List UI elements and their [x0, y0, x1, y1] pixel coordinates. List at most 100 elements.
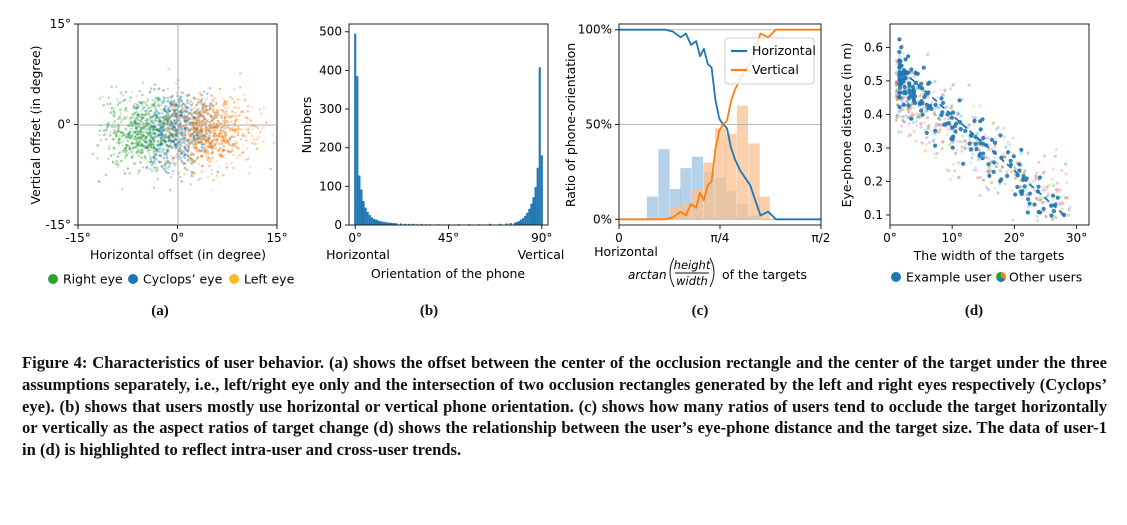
scatter-point-left-eye: [189, 103, 193, 107]
scatter-point-cyclops-eye: [187, 106, 190, 110]
scatter-point-left-eye: [197, 118, 201, 121]
scatter-point-left-eye: [209, 145, 213, 148]
scatter-point-other-users: [972, 122, 976, 126]
scatter-point-cyclops-eye: [197, 101, 200, 105]
scatter-point-left-eye: [220, 132, 223, 136]
scatter-point-right-eye: [136, 115, 139, 119]
scatter-point-other-users: [901, 119, 905, 123]
scatter-point-left-eye: [265, 121, 268, 124]
scatter-point-cyclops-eye: [166, 167, 170, 170]
scatter-point-cyclops-eye: [183, 104, 187, 107]
scatter-point-other-users: [906, 100, 910, 104]
scatter-point-right-eye: [159, 103, 162, 107]
scatter-point-right-eye: [116, 165, 120, 168]
scatter-point-right-eye: [139, 128, 143, 132]
scatter-point-right-eye: [160, 132, 163, 135]
scatter-point-left-eye: [193, 106, 197, 109]
scatter-point-cyclops-eye: [183, 145, 186, 148]
scatter-point-cyclops-eye: [169, 96, 173, 99]
scatter-point-other-users: [1026, 205, 1030, 209]
scatter-point-cyclops-eye: [183, 154, 186, 157]
scatter-point-left-eye: [223, 127, 226, 130]
scatter-point-left-eye: [233, 135, 236, 138]
scatter-point-example-user: [933, 102, 938, 107]
scatter-point-right-eye: [152, 138, 156, 142]
scatter-point-right-eye: [148, 113, 151, 117]
scatter-point-right-eye: [152, 103, 155, 107]
scatter-point-cyclops-eye: [141, 108, 144, 111]
scatter-point-cyclops-eye: [178, 154, 181, 158]
scatter-point-example-user: [1049, 213, 1054, 218]
scatter-point-left-eye: [209, 114, 212, 117]
scatter-point-other-users: [914, 139, 918, 143]
scatter-point-left-eye: [211, 147, 214, 150]
scatter-point-left-eye: [166, 127, 170, 131]
scatter-point-left-eye: [191, 171, 194, 174]
scatter-point-cyclops-eye: [152, 151, 156, 154]
scatter-point-cyclops-eye: [181, 135, 185, 138]
scatter-point-cyclops-eye: [155, 109, 158, 113]
scatter-point-left-eye: [203, 142, 206, 146]
histogram-bar: [387, 222, 390, 225]
scatter-point-right-eye: [123, 133, 126, 136]
scatter-point-right-eye: [153, 105, 156, 108]
scatter-point-cyclops-eye: [171, 108, 175, 112]
scatter-point-other-users: [1049, 201, 1053, 205]
scatter-point-right-eye: [114, 130, 117, 134]
scatter-point-cyclops-eye: [166, 111, 170, 114]
scatter-point-left-eye: [188, 112, 192, 115]
scatter-point-cyclops-eye: [153, 155, 156, 159]
scatter-point-cyclops-eye: [148, 90, 152, 94]
scatter-point-other-users: [914, 123, 919, 127]
scatter-point-cyclops-eye: [173, 119, 176, 122]
histogram-bar-vertical: [669, 207, 682, 220]
scatter-point-other-users: [1051, 218, 1055, 222]
scatter-point-right-eye: [160, 99, 163, 102]
scatter-point-right-eye: [144, 120, 148, 123]
scatter-point-left-eye: [209, 157, 212, 161]
scatter-point-right-eye: [140, 135, 144, 138]
scatter-point-left-eye: [204, 128, 208, 132]
scatter-point-left-eye: [225, 102, 228, 106]
scatter-point-left-eye: [208, 126, 212, 129]
scatter-point-cyclops-eye: [210, 127, 213, 130]
scatter-point-right-eye: [136, 106, 139, 110]
scatter-point-other-users: [1054, 216, 1058, 220]
scatter-point-right-eye: [174, 134, 177, 137]
scatter-point-left-eye: [218, 130, 221, 134]
scatter-point-example-user: [919, 108, 924, 113]
scatter-point-cyclops-eye: [227, 150, 231, 154]
scatter-point-cyclops-eye: [156, 132, 159, 135]
scatter-point-left-eye: [172, 102, 176, 105]
scatter-point-right-eye: [141, 113, 144, 116]
scatter-point-right-eye: [107, 121, 110, 125]
scatter-point-left-eye: [192, 139, 196, 143]
scatter-point-cyclops-eye: [159, 127, 162, 130]
scatter-point-other-users: [985, 185, 989, 189]
scatter-point-left-eye: [200, 148, 204, 152]
scatter-point-other-users: [959, 114, 964, 118]
scatter-point-right-eye: [130, 121, 133, 124]
scatter-point-cyclops-eye: [201, 146, 205, 150]
scatter-point-right-eye: [124, 149, 128, 153]
scatter-point-other-users: [1000, 165, 1005, 169]
scatter-point-cyclops-eye: [213, 143, 217, 146]
scatter-point-other-users: [911, 120, 915, 124]
scatter-point-cyclops-eye: [213, 111, 216, 114]
x-tick-label: 90°: [531, 231, 552, 245]
scatter-point-cyclops-eye: [155, 116, 159, 119]
scatter-point-other-users: [1036, 219, 1040, 223]
scatter-point-left-eye: [192, 126, 196, 130]
scatter-point-cyclops-eye: [171, 158, 175, 161]
scatter-point-right-eye: [147, 152, 151, 155]
scatter-point-other-users: [1041, 171, 1045, 176]
scatter-point-right-eye: [125, 143, 129, 147]
scatter-point-cyclops-eye: [163, 122, 166, 125]
scatter-point-cyclops-eye: [195, 112, 198, 116]
scatter-point-left-eye: [184, 134, 187, 137]
scatter-point-example-user: [1005, 173, 1010, 179]
scatter-point-left-eye: [241, 151, 244, 155]
scatter-point-left-eye: [217, 111, 220, 114]
scatter-point-left-eye: [220, 136, 223, 139]
scatter-point-cyclops-eye: [201, 105, 205, 108]
